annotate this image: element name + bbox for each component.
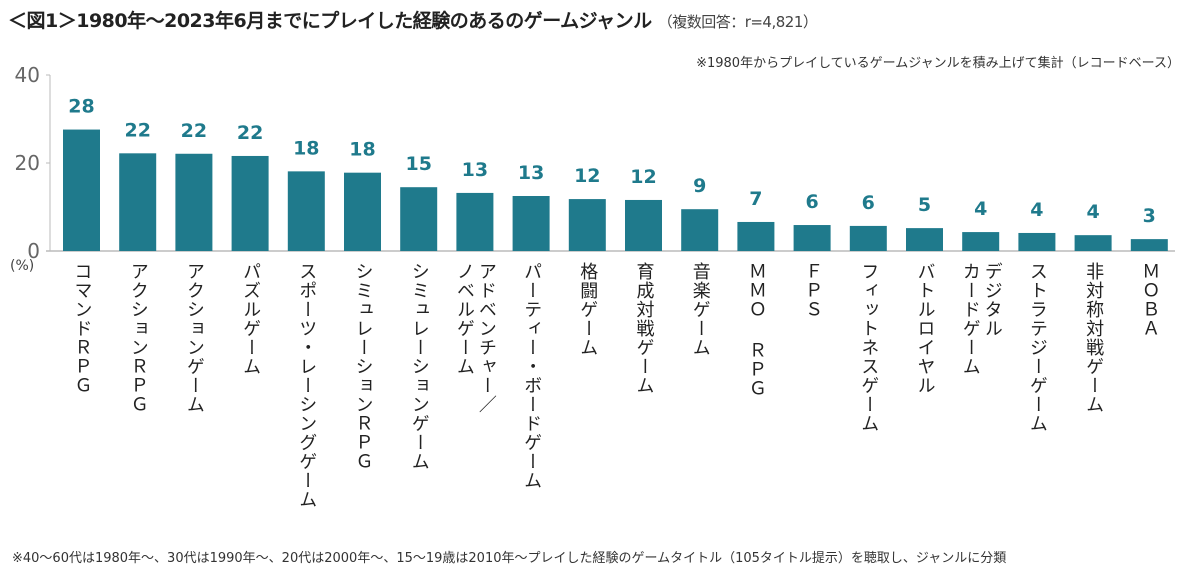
x-tick-label: ＦＰＳ bbox=[802, 262, 824, 319]
y-tick-label: 20 bbox=[15, 151, 40, 175]
bar bbox=[681, 209, 719, 251]
x-tick-label: ストラテジーゲーム bbox=[1026, 262, 1048, 433]
x-tick-label: ＭＭＯ ＲＰＧ bbox=[745, 262, 767, 398]
bar bbox=[849, 225, 887, 251]
x-tick-label: アクションＲＰＧ bbox=[127, 262, 149, 414]
title-text: ＜図1＞1980年～2023年6月までにプレイした経験のあるのゲームジャンル bbox=[8, 10, 652, 32]
bar bbox=[456, 192, 494, 251]
x-tick-label: デジタル カードゲーム bbox=[959, 262, 1003, 376]
data-label: 3 bbox=[1143, 205, 1156, 227]
bar bbox=[344, 172, 381, 251]
data-label: 18 bbox=[349, 139, 375, 161]
x-tick-label: 格闘ゲーム bbox=[577, 262, 599, 357]
bar bbox=[625, 199, 662, 251]
bar bbox=[119, 153, 157, 251]
bar bbox=[737, 221, 775, 251]
x-tick-label: シミュレーションＲＰＧ bbox=[352, 262, 374, 471]
x-tick-label: フィットネスゲーム bbox=[858, 262, 880, 433]
bar bbox=[906, 228, 943, 251]
data-label: 18 bbox=[293, 137, 319, 159]
bar bbox=[287, 171, 325, 251]
x-tick-label: ＭＯＢＡ bbox=[1139, 262, 1161, 338]
bar bbox=[512, 196, 550, 251]
bar bbox=[231, 155, 269, 251]
x-tick-label: アドベンチャー／ ノベルゲーム bbox=[453, 262, 497, 414]
x-tick-label: 非対称対戦ゲーム bbox=[1083, 262, 1105, 414]
y-tick-label: 40 bbox=[15, 63, 40, 87]
chart-title: ＜図1＞1980年～2023年6月までにプレイした経験のあるのゲームジャンル （複… bbox=[8, 6, 818, 33]
data-label: 13 bbox=[518, 162, 544, 184]
data-label: 12 bbox=[574, 165, 600, 187]
data-label: 22 bbox=[181, 120, 207, 142]
data-label: 9 bbox=[693, 175, 706, 197]
y-tick-label: 0 bbox=[27, 239, 40, 263]
bar bbox=[962, 232, 1000, 251]
x-tick-label: 音楽ゲーム bbox=[689, 262, 711, 357]
data-label: 12 bbox=[630, 166, 656, 188]
data-label: 22 bbox=[124, 119, 150, 141]
x-tick-label: シミュレーションゲーム bbox=[408, 262, 430, 471]
x-tick-label: スポーツ・レーシングゲーム bbox=[296, 262, 318, 509]
data-label: 6 bbox=[862, 192, 875, 214]
x-tick-label: パーティー・ボードゲーム bbox=[521, 262, 543, 490]
data-label: 6 bbox=[805, 191, 818, 213]
x-tick-label: アクションゲーム bbox=[183, 262, 205, 414]
bar bbox=[400, 187, 438, 251]
bar bbox=[63, 129, 100, 251]
x-tick-label: パズルゲーム bbox=[240, 262, 262, 376]
data-label: 4 bbox=[1086, 201, 1099, 223]
x-tick-label: バトルロイヤル bbox=[914, 262, 936, 395]
bar bbox=[1018, 232, 1056, 251]
bar bbox=[793, 225, 831, 251]
note-bottom: ※40～60代は1980年～、30代は1990年～、20代は2000年～、15～… bbox=[12, 551, 1007, 566]
x-tick-label: 育成対戦ゲーム bbox=[633, 262, 655, 395]
data-label: 7 bbox=[749, 188, 762, 210]
data-label: 4 bbox=[974, 198, 987, 220]
data-label: 22 bbox=[237, 122, 263, 144]
note-top: ※1980年からプレイしているゲームジャンルを積み上げて集計（レコードベース） bbox=[696, 56, 1180, 71]
x-tick-label: コマンドＲＰＧ bbox=[71, 262, 93, 395]
bar bbox=[1074, 235, 1112, 251]
bar bbox=[568, 199, 606, 251]
data-label: 15 bbox=[405, 153, 431, 175]
data-label: 28 bbox=[68, 96, 94, 118]
bar bbox=[1130, 239, 1168, 251]
bar bbox=[175, 153, 213, 251]
data-label: 13 bbox=[462, 159, 488, 181]
chart-subtitle: （複数回答：r=4,821） bbox=[657, 13, 818, 31]
data-label: 4 bbox=[1030, 199, 1043, 221]
y-axis-unit: (%) bbox=[10, 258, 35, 274]
data-label: 5 bbox=[918, 194, 931, 216]
